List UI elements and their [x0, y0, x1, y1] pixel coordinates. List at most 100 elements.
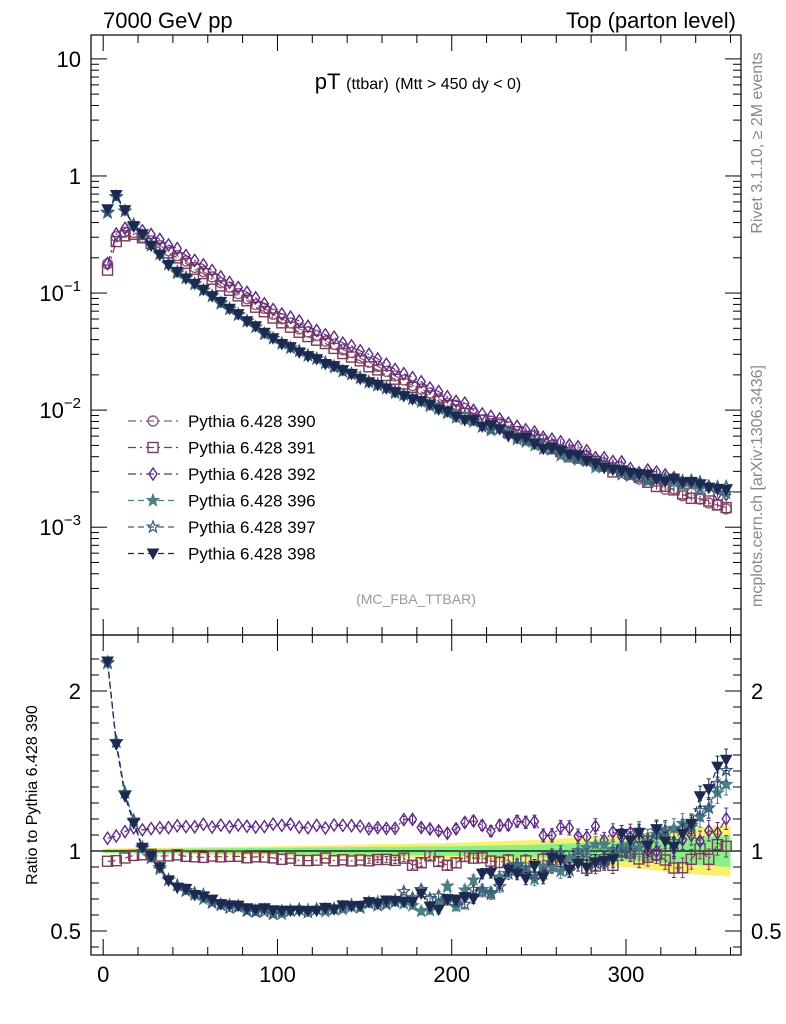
data-point — [109, 189, 123, 202]
data-point — [406, 394, 419, 406]
data-point — [101, 204, 114, 216]
ratio-point — [667, 841, 681, 854]
ratio-ytick-label-right: 2 — [751, 679, 763, 704]
ratio-point — [450, 857, 462, 869]
ratio-point — [276, 853, 288, 866]
ratio-point — [651, 844, 662, 859]
ratio-point — [292, 905, 306, 918]
ratio-point — [406, 896, 419, 909]
header-left: 7000 GeV pp — [103, 8, 233, 33]
ratio-point — [206, 850, 218, 862]
data-point — [276, 306, 287, 322]
ratio-point — [449, 894, 463, 907]
data-point — [571, 450, 585, 462]
ratio-point — [676, 862, 689, 874]
ratio-point — [320, 820, 331, 836]
data-point — [597, 462, 611, 475]
ratio-point — [457, 896, 473, 911]
ratio-point — [416, 820, 427, 835]
ratio-point — [711, 761, 724, 774]
data-point — [371, 380, 385, 392]
ratio-point — [293, 854, 305, 867]
ratio-point — [303, 820, 313, 836]
ratio-point — [415, 857, 427, 869]
ratio-point — [224, 819, 235, 835]
ratio-point — [701, 800, 717, 815]
ratio-point — [441, 894, 454, 906]
ratio-point — [477, 818, 488, 833]
data-point — [493, 424, 506, 436]
ratio-panel: 2 2 1 1 0.5 0.5 0 100 200 300 Ratio to Pythia 6.4… — [24, 634, 782, 987]
legend-label: Pythia 6.428 392 — [188, 465, 316, 484]
ratio-xtick-label: 0 — [97, 962, 109, 987]
ratio-point — [432, 855, 445, 868]
data-point — [258, 327, 271, 340]
ratio-point — [414, 888, 428, 900]
data-point — [380, 383, 393, 396]
ratio-point — [397, 896, 411, 909]
ratio-point — [181, 819, 191, 834]
data-point — [207, 263, 217, 278]
ratio-ytick-label: 1 — [69, 839, 81, 864]
ratio-point — [223, 850, 236, 863]
data-point — [241, 295, 253, 307]
ratio-point — [362, 897, 376, 909]
ratio-point — [197, 891, 210, 903]
ratio-point — [170, 882, 184, 895]
data-point — [170, 266, 184, 279]
data-point — [258, 306, 271, 318]
ratio-point — [615, 828, 628, 841]
data-point — [372, 351, 383, 367]
ratio-point — [207, 819, 217, 835]
ratio-xtick-label: 200 — [433, 962, 470, 987]
legend-marker — [147, 441, 159, 454]
ratio-point — [215, 851, 227, 863]
data-point — [198, 257, 209, 273]
ratio-xtick-label: 100 — [259, 962, 296, 987]
data-point — [233, 280, 244, 295]
data-point — [320, 327, 331, 343]
ratio-point — [684, 818, 698, 831]
ratio-point — [171, 849, 183, 861]
ratio-point — [319, 902, 332, 915]
ratio-frame — [90, 634, 742, 956]
data-point — [285, 309, 296, 325]
ratio-line-p396 — [107, 663, 727, 915]
data-point — [397, 391, 411, 403]
data-point — [632, 469, 646, 481]
data-point — [144, 240, 158, 253]
ratio-point — [162, 875, 175, 887]
data-point — [502, 431, 515, 443]
ratio-point — [536, 872, 550, 884]
data-point — [188, 278, 202, 291]
ratio-point — [458, 892, 472, 904]
data-point — [364, 347, 374, 362]
ratio-point — [423, 901, 437, 914]
ratio-point — [101, 855, 114, 867]
ratio-point — [136, 842, 149, 855]
ratio-point — [388, 895, 402, 908]
data-point — [303, 319, 313, 334]
ratio-point — [364, 821, 374, 836]
ratio-point — [622, 844, 638, 859]
data-point — [205, 291, 219, 303]
ratio-ylabel: Ratio to Pythia 6.428 390 — [24, 705, 41, 885]
data-point — [310, 334, 323, 346]
main-ytick-label: 1 — [69, 164, 81, 189]
data-point — [676, 477, 689, 489]
data-point — [658, 476, 672, 489]
data-point — [242, 285, 252, 300]
ratio-point — [311, 818, 322, 833]
ratio-point — [425, 821, 435, 837]
ratio-point — [249, 851, 262, 863]
data-point — [224, 275, 235, 290]
ratio-point — [179, 883, 193, 896]
ratio-point — [346, 818, 357, 833]
data-point — [563, 449, 576, 462]
data-point — [615, 465, 628, 478]
legend-label: Pythia 6.428 398 — [188, 545, 316, 564]
ratio-point — [474, 884, 490, 898]
legend-label: Pythia 6.428 397 — [188, 518, 316, 537]
ratio-point — [512, 814, 522, 829]
